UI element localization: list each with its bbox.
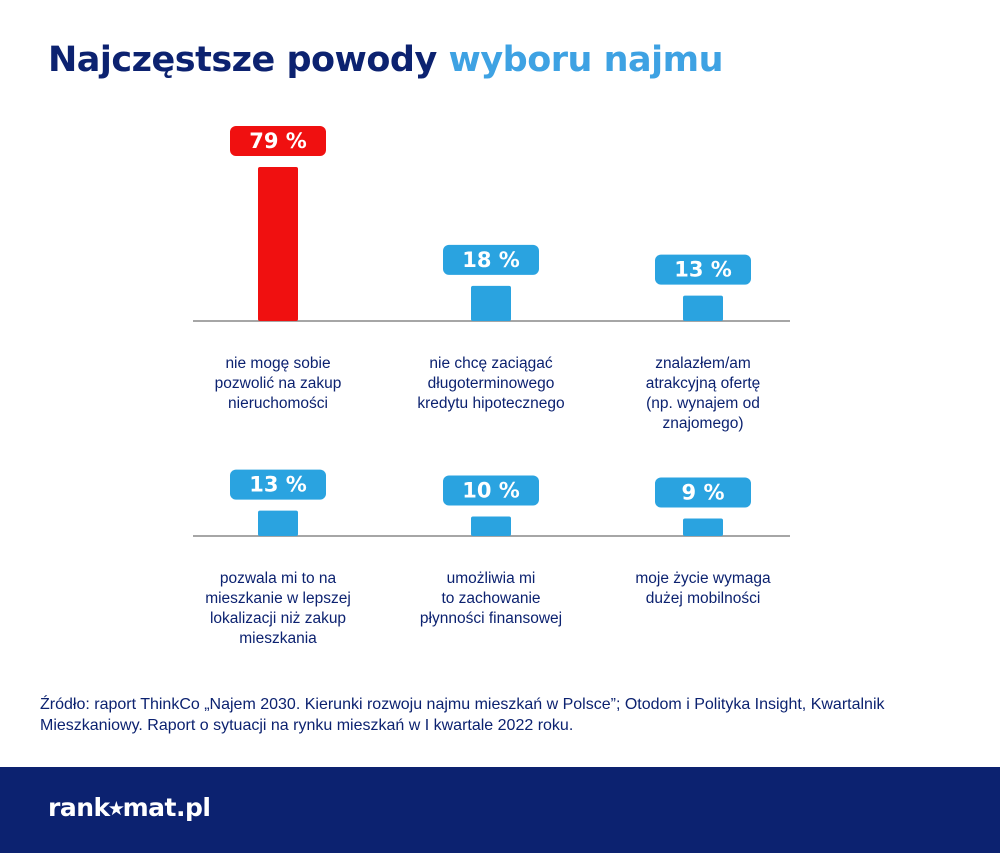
bar — [471, 516, 511, 536]
category-label-line: płynności finansowej — [420, 610, 562, 627]
data-label: 13 % — [674, 258, 732, 282]
data-label: 9 % — [682, 480, 725, 504]
bar-chart: 79 % nie mogę sobie pozwolić na zakup nieru… — [193, 126, 790, 647]
category-label: nie mogę sobie pozwolić na zakup nieruchom… — [215, 355, 342, 412]
data-label-pill — [230, 126, 326, 156]
category-label-line: moje życie wymaga — [635, 570, 771, 587]
category-label: umożliwia mi to zachowanie płynności finan… — [420, 570, 562, 627]
category-label-line: kredytu hipotecznego — [417, 395, 564, 412]
chart-title: Najczęstsze powody wyboru najmu — [48, 40, 724, 80]
bar — [683, 295, 723, 321]
title-part-2: wyboru najmu — [448, 40, 724, 80]
data-label-pill — [443, 475, 539, 506]
category-label: nie chcę zaciągać długoterminowego kredytu… — [417, 355, 564, 412]
source-note: Źródło: raport ThinkCo „Najem 2030. Kier… — [40, 696, 885, 734]
footer-bar: rank⭑mat.pl — [0, 767, 1000, 853]
category-label-line: lokalizacji niż zakup — [210, 610, 346, 627]
category-label-line: dużej mobilności — [646, 590, 761, 607]
category-label-line: mieszkanie w lepszej — [205, 590, 351, 607]
category-label-line: to zachowanie — [441, 590, 540, 607]
data-label-pill — [443, 244, 539, 275]
category-label-line: pozwala mi to na — [220, 570, 337, 587]
bar — [683, 518, 723, 536]
bar — [258, 510, 298, 536]
title-part-1: Najczęstsze powody — [48, 40, 437, 80]
category-label-line: umożliwia mi — [447, 570, 536, 587]
data-label: 18 % — [462, 248, 520, 272]
data-label: 79 % — [249, 129, 307, 153]
data-label: 10 % — [462, 479, 520, 503]
bar — [471, 285, 511, 321]
bar — [258, 167, 298, 321]
brand-logo: rank⭑mat.pl — [48, 793, 211, 822]
data-label-pill — [655, 477, 751, 508]
category-label-line: atrakcyjną ofertę — [646, 375, 761, 392]
category-label-line: nie mogę sobie — [225, 355, 330, 372]
category-label-line: znajomego) — [663, 415, 744, 432]
category-label-line: znalazłem/am — [655, 355, 751, 372]
category-label-line: długoterminowego — [428, 375, 555, 392]
data-label: 13 % — [249, 473, 307, 497]
category-label-line: nie chcę zaciągać — [429, 355, 552, 372]
category-label: moje życie wymaga dużej mobilności — [635, 570, 771, 607]
category-label-line: nieruchomości — [228, 395, 328, 412]
category-label-line: mieszkania — [239, 630, 317, 647]
category-label: pozwala mi to na mieszkanie w lepszej loka… — [205, 570, 351, 647]
data-label-pill — [655, 254, 751, 285]
data-label-pill — [230, 469, 326, 500]
category-label: znalazłem/am atrakcyjną ofertę (np. wynaje… — [646, 355, 761, 432]
category-label-line: pozwolić na zakup — [215, 375, 342, 392]
category-label-line: (np. wynajem od — [646, 395, 760, 412]
